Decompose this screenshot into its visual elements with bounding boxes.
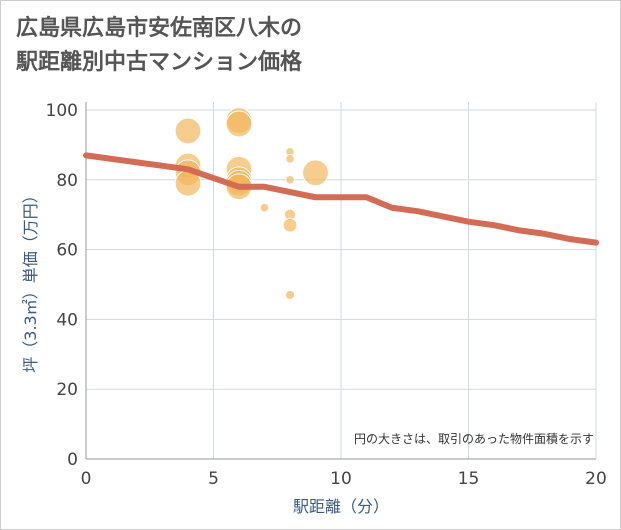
x-tick-labels: 0 5 10 15 20 (81, 469, 607, 489)
y-tick-label: 40 (56, 310, 78, 330)
y-tick-label: 100 (46, 101, 78, 121)
x-axis-label: 駅距離（分） (293, 497, 389, 516)
title-line-2: 駅距離別中古マンション価格 (16, 50, 303, 75)
data-point (285, 154, 295, 164)
data-point (282, 217, 298, 233)
data-point (174, 117, 202, 145)
x-tick-label: 5 (208, 469, 219, 489)
y-tick-label: 20 (56, 380, 78, 400)
x-tick-label: 0 (81, 469, 92, 489)
data-point (284, 289, 296, 301)
y-tick-labels: 0 20 40 60 80 100 (46, 101, 78, 470)
y-tick-label: 60 (56, 241, 78, 261)
size-note: 円の大きさは、取引のあった物件面積を示す (354, 431, 594, 446)
data-point (225, 110, 253, 138)
grid-lines (85, 102, 597, 460)
data-point (285, 174, 295, 185)
x-tick-label: 15 (458, 469, 480, 489)
title-line-1: 広島県広島市安佐南区八木の (16, 16, 303, 41)
data-point (302, 159, 329, 187)
y-tick-label: 80 (56, 171, 78, 191)
chart-title: 広島県広島市安佐南区八木の 駅距離別中古マンション価格 (16, 12, 606, 80)
trend-line (83, 152, 599, 246)
data-point (259, 202, 270, 213)
y-axis-label: 坪（3.3㎡）単価（万円） (21, 187, 40, 372)
y-tick-label: 0 (67, 450, 78, 470)
x-tick-label: 10 (330, 469, 352, 489)
x-tick-label: 20 (585, 469, 607, 489)
